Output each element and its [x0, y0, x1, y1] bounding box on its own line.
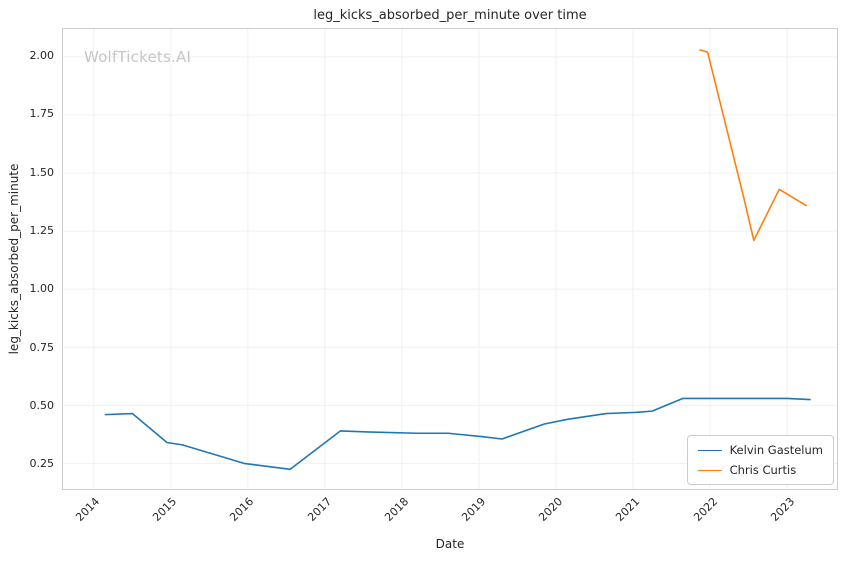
series-line-kelvin-gastelum	[104, 397, 811, 471]
y-tick-label: 1.00	[29, 282, 55, 296]
y-tick-label: 1.50	[29, 165, 55, 179]
series-line-chris-curtis	[699, 49, 807, 242]
y-tick-label: 1.25	[29, 224, 55, 237]
legend-label: Chris Curtis	[729, 463, 797, 477]
y-axis-label: leg_kicks_absorbed_per_minute	[7, 163, 21, 355]
legend-label: Kelvin Gastelum	[729, 443, 823, 457]
watermark: WolfTickets.AI	[84, 48, 192, 66]
y-tick-label: 2.00	[29, 49, 55, 62]
chart-title: leg_kicks_absorbed_per_minute over time	[313, 8, 587, 23]
plot-area	[62, 28, 838, 490]
legend-line-swatch	[697, 469, 722, 471]
legend: Kelvin Gastelum Chris Curtis	[686, 435, 834, 485]
legend-item-chris-curtis: Chris Curtis	[697, 463, 823, 477]
x-axis-label: Date	[435, 537, 465, 551]
y-tick-label: 0.75	[29, 340, 55, 354]
plot-canvas	[63, 29, 837, 489]
y-tick-label: 1.75	[29, 107, 55, 121]
legend-line-swatch	[697, 449, 722, 451]
legend-item-kelvin-gastelum: Kelvin Gastelum	[697, 443, 823, 457]
y-tick-label: 0.50	[29, 399, 55, 412]
y-tick-label: 0.25	[29, 457, 55, 471]
